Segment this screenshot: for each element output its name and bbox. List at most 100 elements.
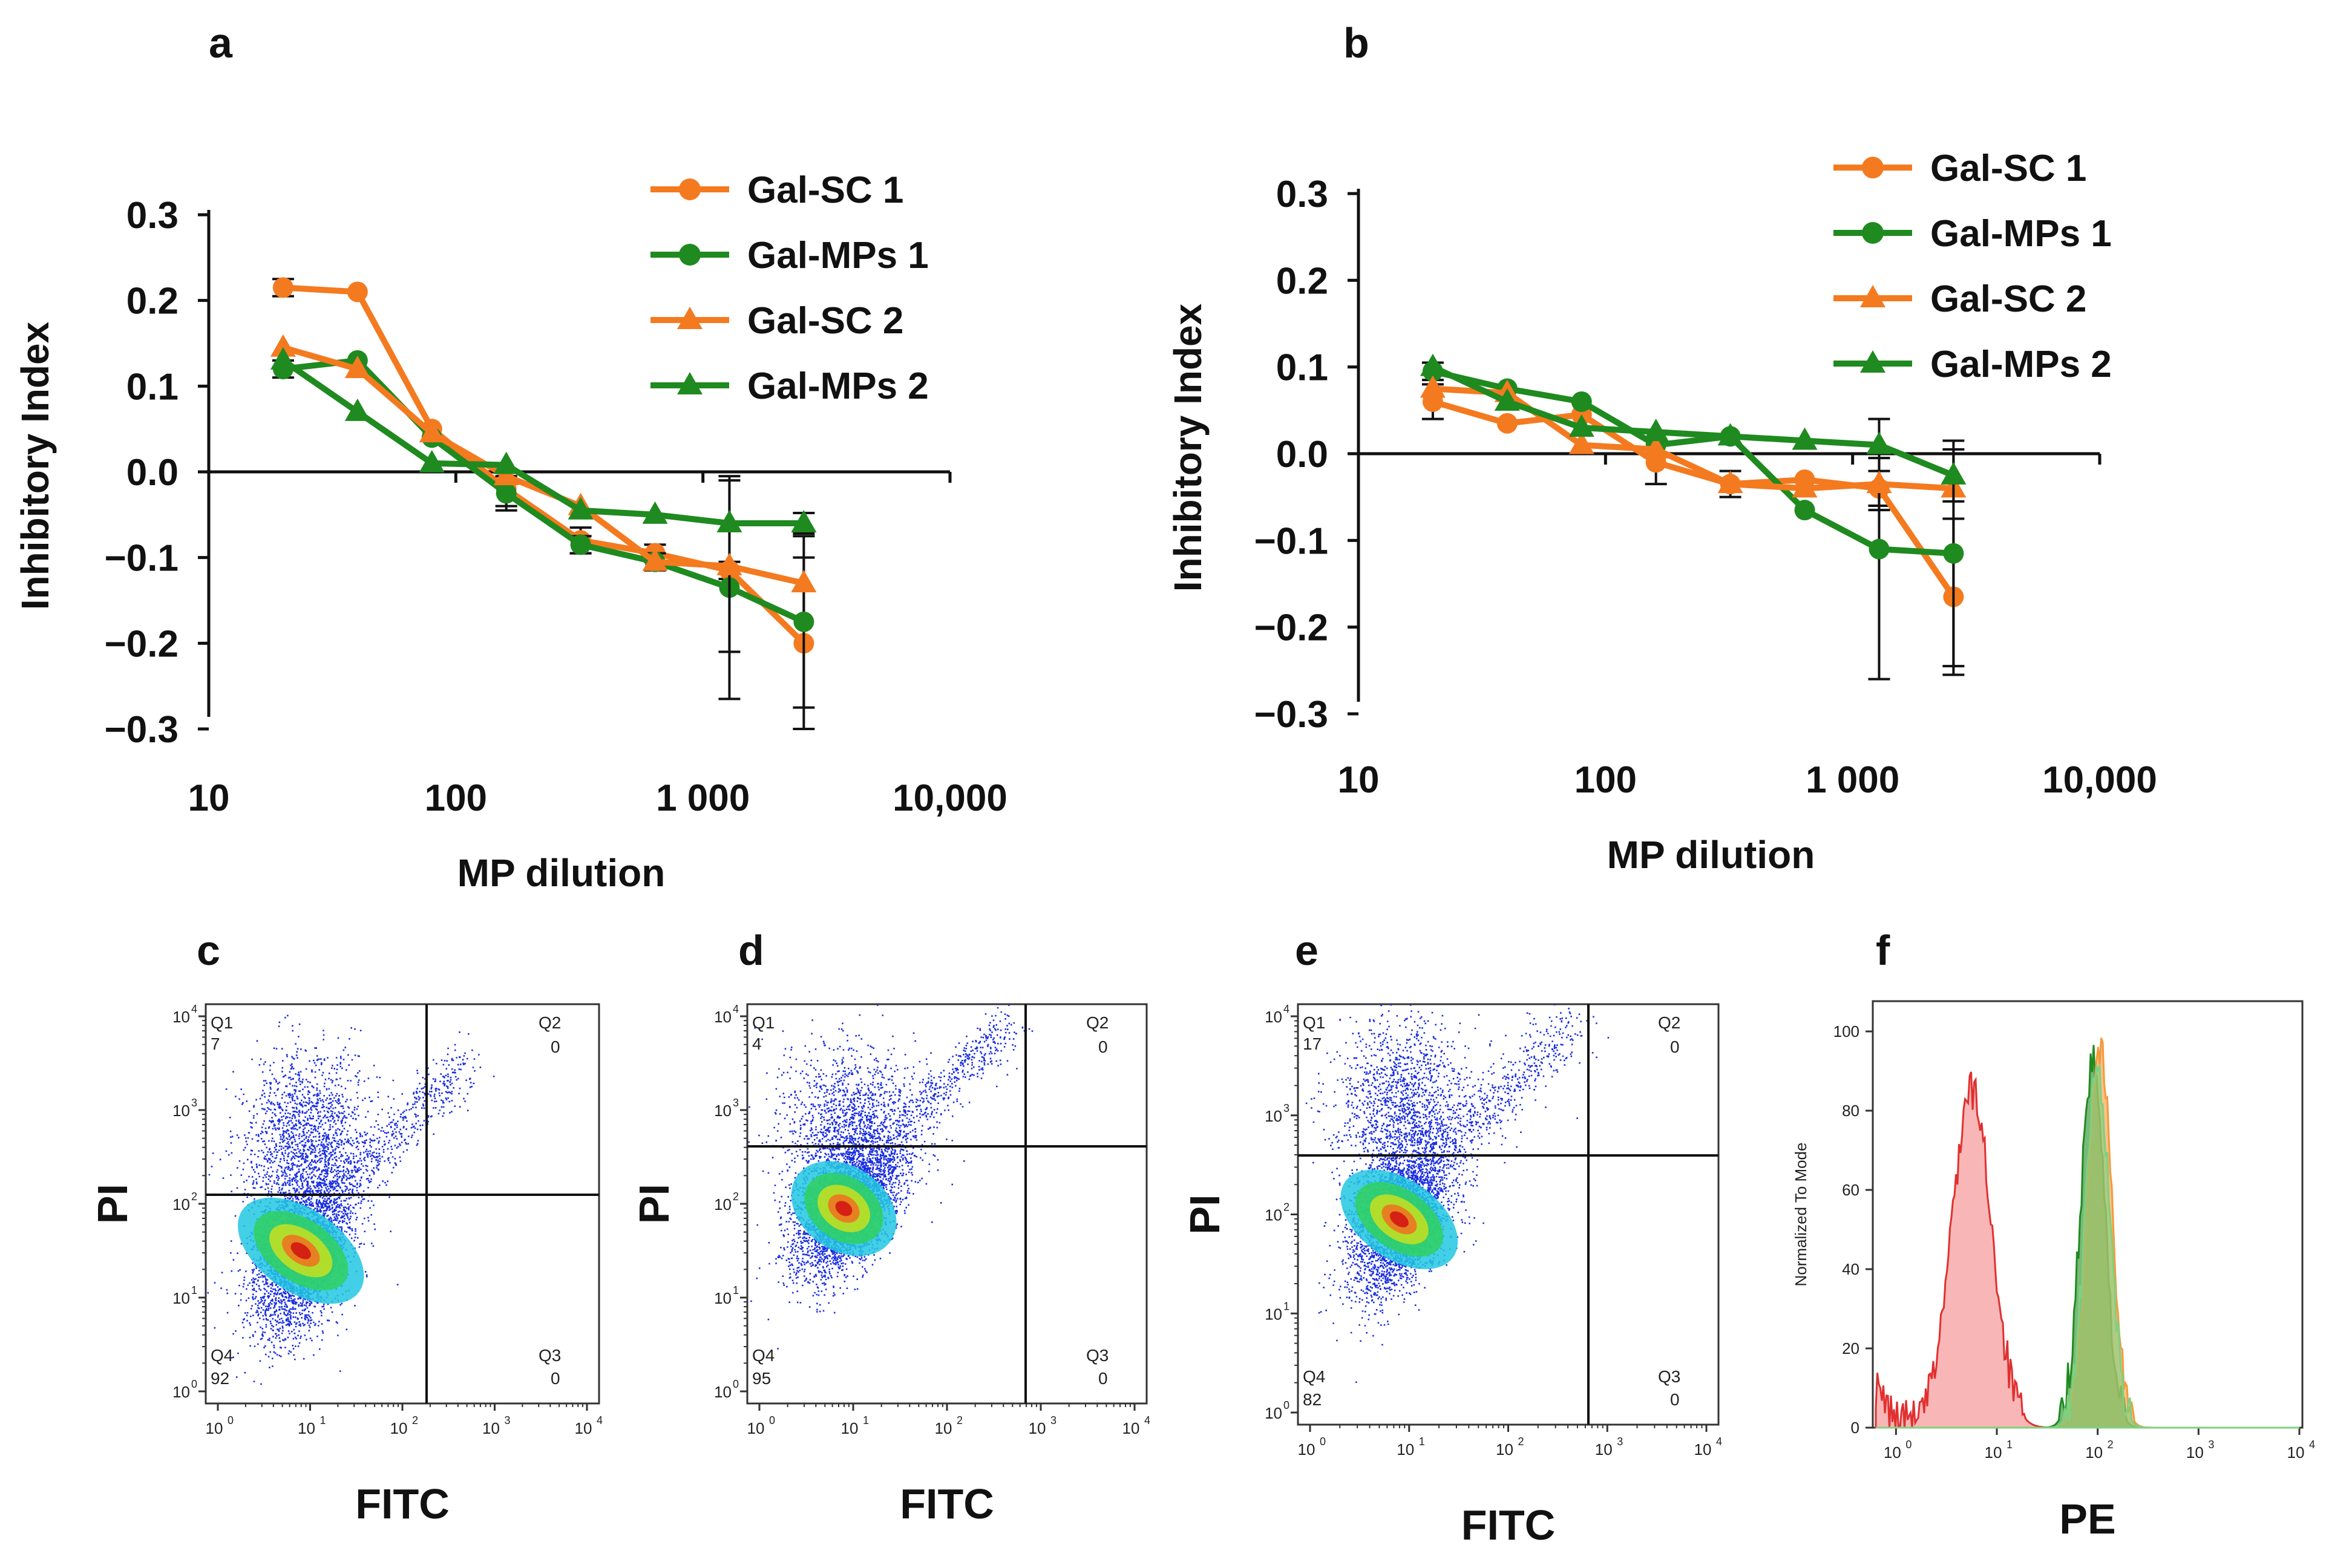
x-axis-title: MP dilution	[457, 851, 666, 895]
quadrant-q2-label: Q2	[1658, 1013, 1680, 1032]
density-contour-4	[1389, 1211, 1409, 1227]
data-point	[1869, 538, 1890, 560]
legend-label: Gal-MPs 2	[1930, 344, 2112, 385]
y-tick-exponent: 0	[191, 1378, 197, 1390]
legend-marker	[679, 244, 701, 266]
x-tick-exponent: 0	[1320, 1436, 1326, 1448]
y-tick-label: 10	[172, 1102, 190, 1120]
legend-marker	[1862, 157, 1884, 178]
y-tick-label: 0.0	[1276, 434, 1328, 475]
y-axis-title: Inhibitory Index	[1166, 303, 1210, 592]
y-tick-label: 10	[1265, 1107, 1282, 1125]
flow-plot-d: 10 010 010 110 110 210 210 310 310 410 4Q14Q20Q495…	[631, 1003, 1150, 1527]
histogram-sample-3	[1876, 1065, 2299, 1429]
y-axis-title: PI	[631, 1184, 678, 1224]
y-tick-exponent: 1	[1283, 1300, 1289, 1312]
x-axis-title: FITC	[355, 1480, 450, 1527]
x-tick-label: 1 000	[656, 777, 750, 819]
x-tick-label: 10	[841, 1419, 859, 1437]
x-tick-exponent: 4	[597, 1414, 603, 1426]
data-point	[347, 281, 368, 302]
quadrant-q3-label: Q3	[1658, 1367, 1680, 1386]
y-tick-exponent: 1	[733, 1284, 739, 1296]
y-tick-exponent: 4	[1283, 1003, 1289, 1015]
panel-label-e: e	[1295, 927, 1319, 974]
data-point	[270, 347, 296, 370]
data-point	[1420, 375, 1446, 398]
x-tick-label: 10	[2085, 1443, 2103, 1462]
y-tick-label: 10	[172, 1195, 190, 1214]
y-axis-title: Inhibitory Index	[13, 321, 57, 610]
x-tick-label: 10	[188, 777, 230, 819]
data-point	[1943, 543, 1964, 564]
y-tick-label: 10	[714, 1289, 732, 1307]
data-point	[791, 570, 817, 593]
x-tick-label: 100	[425, 777, 487, 819]
x-axis-title: PE	[2059, 1495, 2115, 1543]
legend-label: Gal-SC 1	[747, 169, 903, 211]
y-tick-label: 10	[1265, 1305, 1282, 1323]
density-contour-4	[835, 1201, 853, 1217]
x-tick-label: 10	[935, 1419, 952, 1437]
y-tick-label: 0.3	[126, 195, 179, 237]
legend-marker	[1860, 285, 1885, 307]
data-point	[642, 501, 668, 524]
y-tick-exponent: 4	[733, 1003, 739, 1015]
y-tick-label: 10	[172, 1008, 190, 1026]
series-line-3	[1431, 364, 1955, 479]
y-tick-label: 10	[1265, 1008, 1282, 1026]
data-point	[272, 277, 293, 298]
data-point	[496, 483, 517, 504]
x-tick-exponent: 1	[1419, 1436, 1425, 1448]
quadrant-q2-value: 0	[1670, 1037, 1680, 1056]
quadrant-q4-value: 95	[752, 1369, 771, 1388]
y-tick-label: 10	[172, 1383, 190, 1401]
x-tick-label: 10	[575, 1419, 592, 1437]
y-tick-label: 0.1	[126, 366, 179, 408]
panel-label-c: c	[197, 927, 220, 974]
x-tick-exponent: 4	[1716, 1436, 1722, 1448]
data-point	[642, 548, 668, 571]
data-point	[1866, 431, 1892, 454]
data-point	[419, 449, 445, 472]
y-tick-exponent: 2	[733, 1191, 739, 1203]
x-tick-label: 10	[1985, 1443, 2002, 1462]
y-axis-title: PI	[89, 1184, 136, 1224]
density-contour-4	[290, 1242, 311, 1259]
y-tick-exponent: 1	[191, 1284, 197, 1296]
quadrant-q4-label: Q4	[1303, 1367, 1325, 1386]
line-chart-a: 0.3 0.2 0.1 0.0 −0.1 −0.2 −0.310 100 1 000 10,000…	[13, 169, 1007, 895]
y-tick-label: −0.3	[1254, 694, 1328, 736]
y-tick-label: −0.2	[105, 623, 179, 665]
panel-label-f: f	[1876, 927, 1890, 974]
quadrant-q1-value: 7	[211, 1034, 220, 1053]
y-tick-label: 0.1	[1276, 347, 1328, 389]
legend-marker	[677, 372, 703, 394]
y-tick-label: 10	[714, 1195, 732, 1214]
x-tick-exponent: 4	[2309, 1439, 2315, 1451]
y-tick-label: 100	[1833, 1022, 1859, 1040]
x-tick-label: 10	[482, 1419, 500, 1437]
x-axis-title: MP dilution	[1607, 833, 1815, 877]
x-axis-title: FITC	[1461, 1501, 1556, 1549]
legend-label: Gal-MPs 1	[1930, 213, 2112, 255]
x-tick-label: 10	[1338, 759, 1380, 801]
dot-cloud	[1305, 1004, 1610, 1383]
y-tick-label: 20	[1842, 1339, 1859, 1357]
series-line-1	[283, 357, 805, 625]
x-tick-label: 10	[1397, 1440, 1414, 1459]
quadrant-q3-label: Q3	[1086, 1346, 1109, 1365]
event-dots	[207, 1014, 495, 1385]
x-tick-label: 10	[1884, 1443, 1901, 1462]
data-point	[1568, 414, 1594, 437]
data-point	[1568, 431, 1594, 454]
x-tick-exponent: 0	[1905, 1439, 1912, 1451]
x-tick-label: 10,000	[2042, 759, 2157, 801]
x-tick-label: 10	[298, 1419, 315, 1437]
y-tick-label: −0.2	[1254, 607, 1328, 649]
y-tick-label: 40	[1842, 1260, 1859, 1278]
panel-label-d: d	[738, 927, 764, 974]
data-point	[419, 420, 445, 443]
y-tick-label: −0.1	[105, 538, 179, 580]
